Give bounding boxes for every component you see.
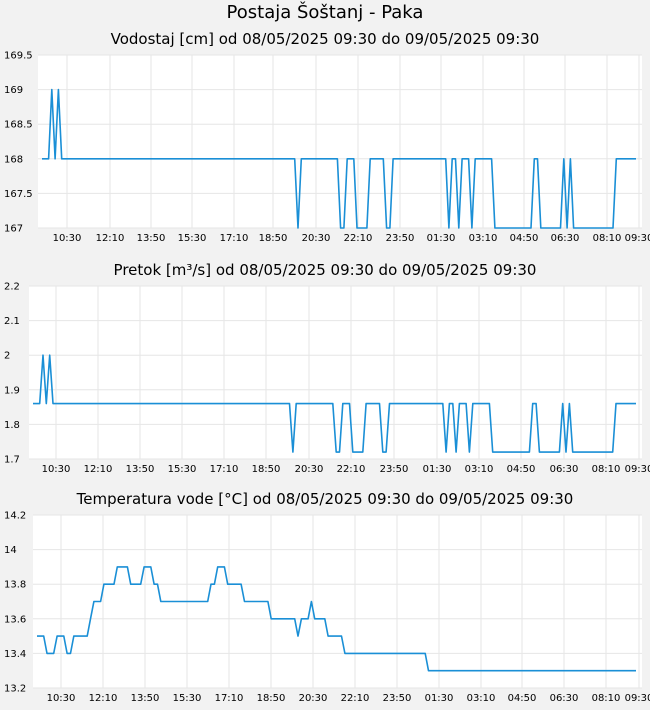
x-tick-label: 01:30 (423, 464, 452, 475)
x-tick-label: 18:50 (259, 233, 288, 244)
x-tick-label: 22:10 (341, 693, 370, 704)
x-tick-label: 10:30 (47, 693, 76, 704)
series-line (42, 88, 636, 229)
x-tick-label: 01:30 (427, 233, 456, 244)
x-tick-label: 10:30 (42, 464, 71, 475)
x-tick-label: 15:30 (168, 464, 197, 475)
series-line (33, 354, 636, 453)
y-tick-label: 168 (4, 154, 23, 165)
x-tick-label: 08:10 (592, 464, 621, 475)
temperature-chart-title: Temperatura vode [°C] od 08/05/2025 09:3… (76, 490, 574, 508)
y-tick-label: 2.2 (4, 282, 20, 293)
y-tick-label: 13.4 (4, 649, 26, 660)
y-tick-label: 2.1 (4, 316, 20, 327)
page-title: Postaja Šoštanj - Paka (226, 2, 424, 23)
x-tick-label: 17:10 (220, 233, 249, 244)
x-tick-label: 06:30 (550, 464, 579, 475)
plot-area (29, 286, 642, 459)
x-tick-label: 23:50 (386, 233, 415, 244)
y-tick-label: 1.8 (4, 420, 20, 431)
x-tick-label: 01:30 (425, 693, 454, 704)
x-tick-label: 12:10 (89, 693, 118, 704)
x-tick-label: 04:50 (508, 693, 537, 704)
x-tick-label: 17:10 (215, 693, 244, 704)
x-tick-label: 12:10 (84, 464, 113, 475)
y-tick-label: 167 (4, 224, 23, 235)
x-tick-label: 22:10 (337, 464, 366, 475)
x-tick-label: 22:10 (344, 233, 373, 244)
x-tick-label: 03:10 (465, 464, 494, 475)
x-tick-label: 06:30 (550, 693, 579, 704)
x-tick-label: 09:30 (625, 693, 650, 704)
x-tick-label: 08:10 (593, 233, 622, 244)
x-tick-label: 08:10 (592, 693, 621, 704)
y-tick-label: 2 (4, 351, 10, 362)
y-tick-label: 1.9 (4, 385, 20, 396)
y-tick-label: 169.5 (4, 51, 33, 62)
x-tick-label: 10:30 (53, 233, 82, 244)
x-tick-label: 09:30 (625, 464, 650, 475)
water-level-chart-title: Vodostaj [cm] od 08/05/2025 09:30 do 09/… (110, 30, 540, 48)
x-tick-label: 15:30 (173, 693, 202, 704)
x-tick-label: 06:30 (551, 233, 580, 244)
y-tick-label: 1.7 (4, 455, 20, 466)
x-tick-label: 13:50 (137, 233, 166, 244)
y-tick-label: 14.2 (4, 511, 26, 522)
y-tick-label: 13.8 (4, 580, 26, 591)
x-tick-label: 12:10 (96, 233, 125, 244)
x-tick-label: 18:50 (252, 464, 281, 475)
x-tick-label: 15:30 (178, 233, 207, 244)
x-tick-label: 20:30 (299, 693, 328, 704)
x-tick-label: 23:50 (383, 693, 412, 704)
x-tick-label: 17:10 (210, 464, 239, 475)
x-tick-label: 18:50 (257, 693, 286, 704)
x-tick-label: 13:50 (131, 693, 160, 704)
y-tick-label: 168.5 (4, 120, 33, 131)
x-tick-label: 20:30 (302, 233, 331, 244)
plot-area (33, 515, 642, 688)
y-tick-label: 13.2 (4, 684, 26, 695)
x-tick-label: 04:50 (510, 233, 539, 244)
x-tick-label: 23:50 (380, 464, 409, 475)
series-line (37, 566, 636, 672)
y-tick-label: 13.6 (4, 614, 26, 625)
x-tick-label: 20:30 (295, 464, 324, 475)
x-tick-label: 03:10 (469, 233, 498, 244)
x-tick-label: 13:50 (126, 464, 155, 475)
y-tick-label: 14 (4, 545, 17, 556)
x-tick-label: 09:30 (625, 233, 650, 244)
y-tick-label: 169 (4, 85, 23, 96)
x-tick-label: 04:50 (507, 464, 536, 475)
x-tick-label: 03:10 (467, 693, 496, 704)
y-tick-label: 167.5 (4, 189, 33, 200)
flow-chart-title: Pretok [m³/s] od 08/05/2025 09:30 do 09/… (113, 261, 537, 279)
